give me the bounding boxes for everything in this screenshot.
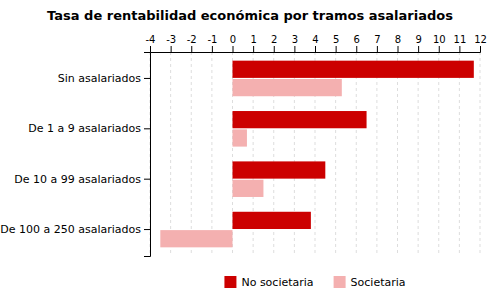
x-tick: 12 [474,34,487,52]
bar [233,180,264,197]
x-tick-mark [377,46,378,52]
x-tick-mark [212,46,213,52]
x-tick-mark [336,46,337,52]
grid-line [397,52,398,256]
x-tick: 1 [250,34,256,52]
series [160,79,342,247]
bar [233,61,474,78]
x-tick-mark [150,46,151,52]
x-tick-mark [171,46,172,52]
y-tick-mark [144,78,150,79]
bar [233,111,367,128]
y-axis: Sin asalariados De 1 a 9 asalariados De 10… [0,53,150,257]
chart: Tasa de rentabilidad económica por tramo… [0,0,500,300]
y-tick: De 1 a 9 asalariados [28,122,150,135]
x-tick: 2 [271,34,277,52]
x-tick: 6 [354,34,360,52]
grid-line [170,52,171,256]
x-tick-mark [439,46,440,52]
x-tick: 3 [292,34,298,52]
x-axis-line [151,46,481,53]
x-tick-label: 4 [312,34,318,45]
x-tick: 4 [312,34,318,52]
grid-line [459,52,460,256]
x-tick-label: 3 [292,34,298,45]
bar [233,212,311,229]
x-tick: 7 [374,34,380,52]
y-tick-mark [144,229,150,230]
x-tick-label: 1 [250,34,256,45]
y-tick-label: Sin asalariados [58,72,142,85]
x-tick: -2 [187,34,197,52]
x-tick-label: 0 [230,34,236,45]
y-axis-line [144,53,151,257]
x-tick-label: 8 [395,34,401,45]
x-tick: 9 [415,34,421,52]
x-tick-mark [480,46,481,52]
x-tick-mark [315,46,316,52]
y-tick: De 100 a 250 asalariados [0,223,150,236]
x-tick: -4 [146,34,156,52]
grid-line [480,52,481,256]
x-tick-mark [233,46,234,52]
x-tick: 8 [395,34,401,52]
x-tick: -1 [207,34,217,52]
y-tick-mark [144,179,150,180]
x-tick-mark [274,46,275,52]
x-tick-label: 11 [454,34,467,45]
y-tick: De 10 a 99 asalariados [14,173,150,186]
grid-line [376,52,377,256]
x-tick-label: 6 [354,34,360,45]
x-tick-label: 2 [271,34,277,45]
y-tick-label: De 100 a 250 asalariados [0,223,141,236]
x-tick-mark [356,46,357,52]
grid [150,52,480,256]
bar [233,161,326,178]
x-tick-label: -2 [187,34,197,45]
x-tick: -3 [166,34,176,52]
legend-swatch [224,276,236,288]
series [233,61,474,229]
legend-label: Societaria [351,276,406,289]
bars [160,61,474,248]
plot: -4-3-2-10123456789101112Sin asalariadosD… [0,34,487,257]
x-tick-label: 9 [415,34,421,45]
x-tick-mark [191,46,192,52]
x-tick-label: 10 [433,34,446,45]
legend-item: No societaria [224,276,313,289]
x-tick-mark [253,46,254,52]
x-tick-label: -3 [166,34,176,45]
x-tick-mark [418,46,419,52]
x-tick: 0 [230,34,236,52]
x-tick-label: -4 [146,34,156,45]
grid-line [191,52,192,256]
x-tick-mark [459,46,460,52]
x-tick-label: 12 [474,34,487,45]
bar [233,79,342,96]
bar [160,230,232,247]
y-tick: Sin asalariados [58,72,150,85]
x-tick-label: -1 [207,34,217,45]
legend-label: No societaria [241,276,313,289]
x-tick-label: 7 [374,34,380,45]
y-tick-label: De 1 a 9 asalariados [28,122,141,135]
x-tick: 10 [433,34,446,52]
legend-swatch [334,276,346,288]
grid-line [418,52,419,256]
grid-line [211,52,212,256]
x-tick-mark [398,46,399,52]
y-tick-mark [144,128,150,129]
x-tick: 11 [454,34,467,52]
x-tick-mark [294,46,295,52]
x-tick-label: 5 [333,34,339,45]
grid-line [438,52,439,256]
x-tick: 5 [333,34,339,52]
grid-line [356,52,357,256]
x-axis: -4-3-2-10123456789101112 [146,34,487,53]
y-tick-label: De 10 a 99 asalariados [14,173,141,186]
legend-item: Societaria [334,276,406,289]
bar [233,129,247,146]
title: Tasa de rentabilidad económica por tramo… [47,8,453,23]
legend: No societaria Societaria [224,276,405,289]
